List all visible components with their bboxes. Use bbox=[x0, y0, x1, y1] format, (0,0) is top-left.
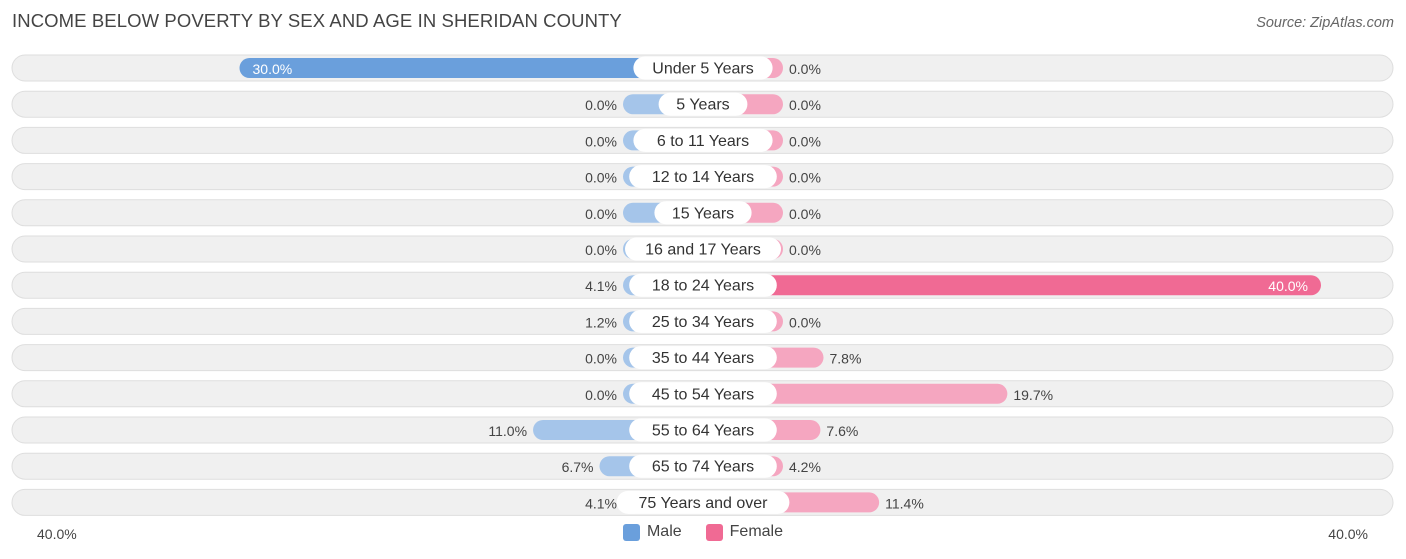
male-value-label: 0.0% bbox=[585, 351, 617, 367]
female-value-label: 7.6% bbox=[826, 423, 858, 439]
female-value-label: 40.0% bbox=[1268, 278, 1308, 294]
male-value-label: 0.0% bbox=[585, 242, 617, 258]
category-pill bbox=[633, 56, 773, 80]
category-pill bbox=[629, 273, 777, 297]
category-pill bbox=[633, 128, 773, 152]
source-label: Source: ZipAtlas.com bbox=[1256, 15, 1394, 31]
category-pill bbox=[629, 165, 777, 189]
male-bar bbox=[239, 58, 703, 78]
category-pill bbox=[616, 490, 790, 514]
female-bar bbox=[703, 383, 1008, 404]
legend-item-female[interactable]: Female bbox=[705, 523, 784, 541]
male-value-label: 4.1% bbox=[585, 278, 617, 294]
female-value-label: 0.0% bbox=[789, 170, 821, 186]
legend-label-male: Male bbox=[646, 523, 682, 540]
legend-swatch-female bbox=[705, 523, 723, 541]
category-label: 75 Years and over bbox=[639, 495, 769, 512]
category-label: 6 to 11 Years bbox=[657, 133, 749, 150]
male-value-label: 0.0% bbox=[585, 170, 617, 186]
female-bar bbox=[703, 275, 1321, 296]
category-label: 16 and 17 Years bbox=[645, 242, 761, 259]
female-value-label: 0.0% bbox=[789, 61, 821, 77]
category-pill bbox=[654, 201, 752, 225]
category-label: 12 to 14 Years bbox=[652, 169, 754, 186]
male-value-label: 0.0% bbox=[585, 133, 617, 149]
category-pill bbox=[658, 92, 748, 116]
axis-right-label: 40.0% bbox=[1328, 526, 1368, 542]
female-value-label: 0.0% bbox=[789, 97, 821, 113]
axis-left-label: 40.0% bbox=[37, 526, 77, 542]
chart-title: INCOME BELOW POVERTY BY SEX AND AGE IN S… bbox=[12, 10, 622, 31]
category-label: 5 Years bbox=[676, 97, 729, 114]
legend-label-female: Female bbox=[729, 523, 784, 540]
female-value-label: 19.7% bbox=[1013, 387, 1053, 403]
legend-item-male[interactable]: Male bbox=[622, 523, 682, 541]
male-value-label: 1.2% bbox=[585, 314, 617, 330]
female-value-label: 7.8% bbox=[830, 351, 862, 367]
legend-swatch-male bbox=[622, 523, 640, 541]
category-pill bbox=[629, 309, 777, 333]
category-label: 15 Years bbox=[672, 205, 734, 222]
category-label: 65 to 74 Years bbox=[652, 459, 754, 476]
female-value-label: 4.2% bbox=[789, 459, 821, 475]
male-value-label: 0.0% bbox=[585, 387, 617, 403]
female-value-label: 0.0% bbox=[789, 242, 821, 258]
category-label: 35 to 44 Years bbox=[652, 350, 754, 367]
category-label: 45 to 54 Years bbox=[652, 386, 754, 403]
female-value-label: 0.0% bbox=[789, 133, 821, 149]
category-label: Under 5 Years bbox=[652, 61, 753, 78]
category-label: 55 to 64 Years bbox=[652, 423, 754, 440]
male-value-label: 4.1% bbox=[585, 495, 617, 511]
category-pill bbox=[625, 237, 781, 261]
category-label: 18 to 24 Years bbox=[652, 278, 754, 295]
female-value-label: 0.0% bbox=[789, 314, 821, 330]
category-pill bbox=[629, 454, 777, 478]
female-value-label: 11.4% bbox=[885, 495, 924, 511]
legend: Male Female bbox=[0, 523, 1406, 541]
female-value-label: 0.0% bbox=[789, 206, 821, 222]
male-value-label: 30.0% bbox=[253, 61, 293, 77]
category-pill bbox=[629, 382, 777, 406]
male-value-label: 0.0% bbox=[585, 206, 617, 222]
male-value-label: 6.7% bbox=[562, 459, 594, 475]
male-value-label: 11.0% bbox=[488, 423, 527, 439]
category-pill bbox=[629, 418, 777, 442]
category-pill bbox=[629, 346, 777, 370]
category-label: 25 to 34 Years bbox=[652, 314, 754, 331]
male-value-label: 0.0% bbox=[585, 97, 617, 113]
